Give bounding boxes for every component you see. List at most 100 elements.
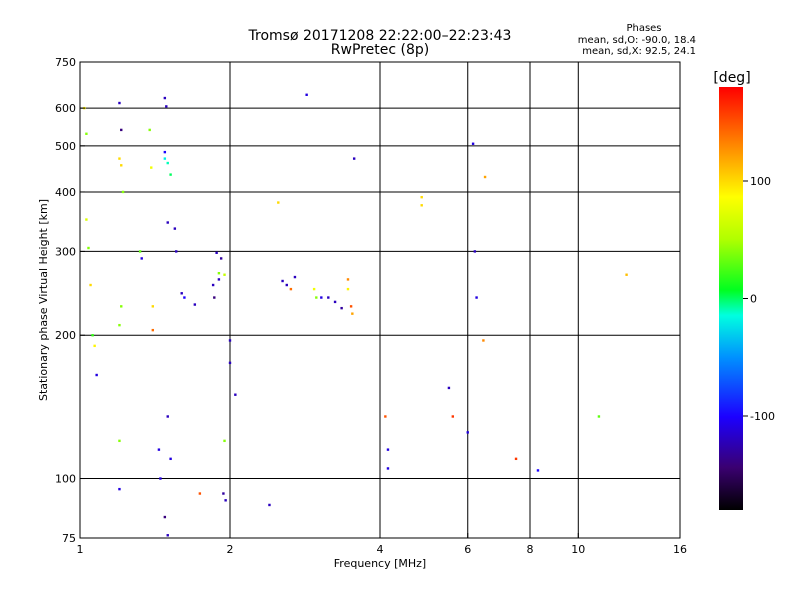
data-point: [349, 305, 353, 308]
data-point: [150, 166, 153, 169]
data-point: [320, 296, 323, 299]
data-point: [163, 96, 167, 100]
data-point: [327, 296, 330, 299]
data-point: [166, 415, 169, 418]
x-tick-label: 6: [464, 543, 471, 556]
data-point: [148, 128, 151, 132]
data-point: [293, 275, 297, 279]
data-point: [281, 279, 284, 283]
x-tick-label: 4: [377, 543, 384, 556]
data-point: [305, 93, 308, 96]
data-point: [85, 132, 88, 135]
data-point: [183, 296, 186, 299]
data-point: [93, 344, 96, 348]
data-point: [473, 250, 477, 253]
data-point: [384, 415, 387, 418]
y-tick-label: 75: [62, 532, 76, 545]
data-point: [447, 386, 451, 390]
data-point: [95, 373, 98, 377]
x-tick-label: 1: [77, 543, 84, 556]
data-point: [180, 292, 183, 295]
data-point: [165, 105, 168, 108]
data-point: [140, 257, 143, 260]
data-point: [475, 296, 478, 299]
data-point: [121, 190, 125, 194]
data-point: [120, 128, 123, 132]
data-point: [466, 431, 469, 434]
chart-title: Tromsø 20171208 22:22:00–22:23:43: [248, 28, 512, 44]
data-point: [625, 273, 628, 276]
data-point: [217, 272, 221, 275]
data-point: [138, 250, 142, 253]
data-point: [234, 393, 237, 396]
y-tick-label: 200: [55, 329, 76, 342]
phase-stats-o: mean, sd,O: -90.0, 18.4: [578, 35, 696, 46]
data-point: [169, 457, 172, 461]
data-point: [289, 287, 293, 291]
data-point: [471, 142, 475, 145]
data-point: [211, 283, 215, 287]
data-point: [346, 287, 350, 291]
data-point: [120, 305, 123, 308]
data-point: [91, 334, 94, 337]
data-point: [285, 283, 288, 287]
colorbar: [719, 87, 743, 510]
phase-stats-x: mean, sd,X: 92.5, 24.1: [582, 46, 696, 57]
data-point: [118, 101, 121, 105]
data-point: [87, 246, 90, 250]
grid-lines: [80, 62, 680, 538]
data-point: [157, 448, 161, 451]
x-tick-label: 2: [227, 543, 234, 556]
data-point: [166, 161, 169, 165]
x-tick-label: 8: [527, 543, 534, 556]
data-point: [268, 503, 271, 507]
y-tick-label: 300: [55, 245, 76, 258]
data-point: [420, 204, 423, 207]
data-point: [483, 175, 487, 179]
x-tick-label: 16: [673, 543, 687, 556]
data-point: [166, 534, 169, 537]
data-point: [312, 287, 316, 291]
data-point: [223, 273, 226, 276]
colorbar-label: [deg]: [713, 70, 750, 86]
data-point: [451, 415, 455, 418]
data-point: [219, 257, 223, 260]
data-point: [597, 415, 601, 418]
x-tick-label: 10: [571, 543, 585, 556]
data-point: [89, 283, 92, 287]
data-point: [351, 312, 354, 315]
colorbar-tick-label: 0: [750, 293, 757, 306]
data-point: [215, 251, 218, 255]
data-point: [173, 227, 177, 230]
data-point: [352, 157, 356, 160]
data-point: [536, 469, 540, 472]
data-point: [346, 278, 350, 281]
data-point: [386, 467, 390, 470]
data-point: [315, 296, 318, 299]
data-point: [118, 439, 121, 443]
data-point: [420, 195, 423, 199]
phase-stats-title: Phases: [626, 23, 661, 34]
data-point: [118, 323, 121, 327]
data-point: [222, 492, 225, 495]
data-points: [83, 93, 628, 537]
y-tick-label: 400: [55, 186, 76, 199]
data-point: [163, 515, 167, 519]
axis-ticks: 1 2 4 6 8 10 16 75 100 200 300 400 500 600 750: [55, 56, 687, 556]
y-tick-label: 500: [55, 140, 76, 153]
y-axis-label: Stationary phase Virtual Height [km]: [37, 199, 50, 401]
data-point: [277, 201, 280, 204]
data-point: [151, 328, 155, 332]
data-point: [228, 339, 232, 342]
data-point: [151, 305, 155, 308]
colorbar-ticks: 100 0 -100: [743, 175, 775, 423]
data-point: [482, 339, 485, 342]
colorbar-tick-label: 100: [750, 175, 771, 188]
data-point: [333, 300, 337, 304]
data-point: [118, 157, 121, 160]
data-point: [163, 157, 167, 160]
data-point: [198, 492, 202, 495]
data-point: [159, 477, 162, 480]
data-point: [213, 296, 216, 299]
